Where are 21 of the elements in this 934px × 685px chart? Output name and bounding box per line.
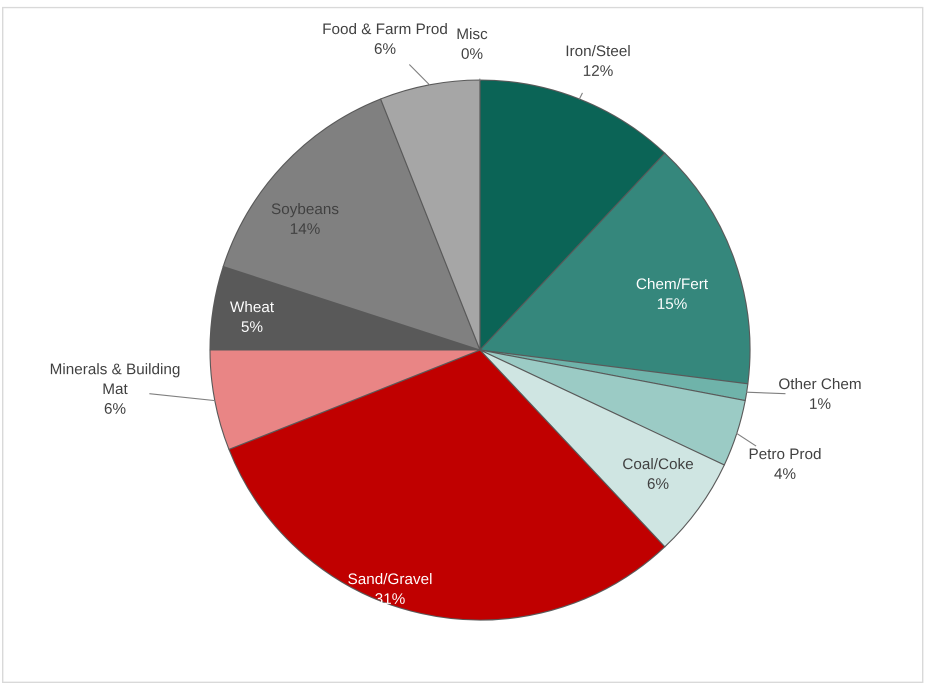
data-label: 6%	[374, 43, 396, 54]
data-label: 6%	[648, 478, 668, 489]
slice-label: Petro Prod	[750, 448, 821, 460]
data-label: 12%	[584, 65, 613, 76]
slice-label: Coal/Coke	[623, 458, 693, 470]
category-label: Misc	[458, 28, 488, 40]
slice-label: Minerals & Building Mat	[50, 363, 180, 394]
slice-label: Chem/Fert	[636, 278, 708, 290]
data-label: 5%	[242, 321, 262, 332]
slice-label: Other Chem	[779, 378, 861, 390]
slice-label: Food & Farm Prod	[323, 22, 447, 34]
slice-label: Soybeans	[272, 202, 338, 218]
slice-label: Iron/Steel	[566, 44, 630, 56]
data-label: 14%	[290, 223, 320, 234]
data-label: 4%	[774, 468, 796, 479]
data-label: 15%	[658, 298, 687, 309]
text: 0%	[462, 48, 482, 59]
data-label: 6%	[104, 403, 126, 414]
slice-label: Wheat	[230, 300, 274, 312]
data-label: 1%	[810, 398, 830, 409]
slice-label: Sand/Gravel	[348, 572, 432, 584]
